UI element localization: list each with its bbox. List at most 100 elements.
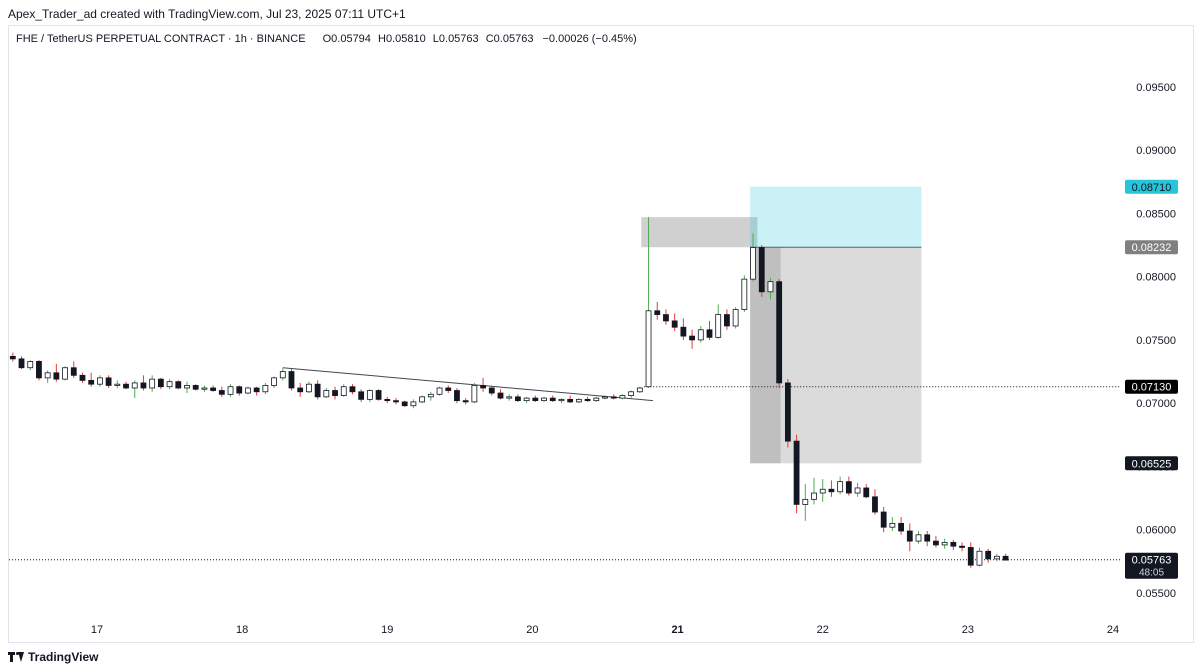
y-tick-label: 0.06000 (1136, 525, 1176, 537)
candle-body (88, 379, 95, 385)
candle-body (480, 385, 486, 389)
candle-body (645, 310, 652, 388)
candle-body (245, 387, 251, 394)
candle-body (332, 390, 338, 396)
close-value: 0.05763 (493, 33, 534, 45)
candle-body (419, 396, 426, 403)
candle-body (915, 534, 922, 542)
candle-body (393, 400, 399, 403)
price-label-tag (1125, 552, 1178, 579)
candle-body (906, 530, 913, 542)
candle-body (18, 358, 25, 369)
y-tick-label: 0.09500 (1136, 82, 1176, 94)
candle-body (175, 381, 182, 389)
candle-body (166, 381, 173, 388)
price-label-tag (1125, 240, 1178, 255)
low-label: L (432, 33, 439, 45)
position-box-1 (750, 186, 922, 248)
candle-body (253, 387, 260, 393)
countdown-label: 48:05 (1139, 568, 1164, 579)
tradingview-logo[interactable]: TradingView (8, 650, 98, 664)
candle-body (854, 487, 861, 494)
candle-body (993, 555, 1000, 560)
candle-body (837, 481, 844, 493)
candle-body (619, 395, 626, 399)
candle-body (706, 329, 713, 338)
price-label-text: 0.07130 (1132, 382, 1172, 394)
candle-body (105, 377, 112, 386)
candle-body (462, 400, 469, 403)
candle-body (819, 488, 826, 494)
candle-body (697, 329, 704, 341)
position-box-3 (750, 247, 781, 464)
y-tick-label: 0.08000 (1136, 272, 1176, 284)
y-tick-label: 0.08500 (1136, 208, 1176, 220)
candle-body (515, 396, 521, 402)
candle-body (349, 386, 356, 393)
high-value: 0.05810 (385, 33, 426, 45)
candle-body (610, 396, 617, 399)
candle-body (123, 383, 129, 389)
candle-body (784, 382, 791, 442)
candle-body (488, 387, 495, 394)
candle-body (880, 511, 887, 528)
candle-body (297, 387, 304, 393)
candle-body (872, 496, 878, 513)
candle-body (828, 488, 835, 493)
candle-body (558, 398, 565, 402)
candle-body (497, 392, 504, 399)
candle-body (201, 387, 208, 390)
candle-body (950, 541, 957, 547)
close-label: C (485, 33, 494, 45)
price-label-text: 0.06525 (1132, 458, 1172, 470)
x-tick-label: 20 (526, 624, 538, 636)
symbol-title[interactable]: FHE / TetherUS PERPETUAL CONTRACT · 1h ·… (16, 33, 306, 45)
candle-body (27, 361, 34, 369)
price-label-tag (1125, 456, 1178, 471)
candle-body (654, 310, 661, 315)
candle-body (149, 378, 156, 389)
candle-body (889, 523, 896, 528)
candle-body (210, 387, 217, 391)
x-tick-label: 22 (817, 624, 829, 636)
chart-frame (8, 25, 1194, 643)
x-tick-label: 21 (671, 624, 683, 636)
candle-body (575, 398, 582, 403)
candle-body (410, 401, 417, 407)
candle-body (306, 383, 312, 393)
candle-body (741, 278, 748, 310)
candle-body (218, 390, 225, 395)
tradingview-icon (8, 652, 24, 662)
candle-body (375, 390, 382, 400)
x-tick-label: 23 (962, 624, 974, 636)
candle-body (70, 367, 77, 376)
candle-body (262, 385, 269, 393)
candle-body (863, 487, 870, 498)
trendline (282, 367, 653, 402)
candle-body (53, 372, 60, 380)
candle-body (628, 391, 635, 396)
candle-body (384, 398, 391, 402)
candle-body (140, 382, 147, 389)
candle-body (811, 492, 817, 500)
candle-body (288, 371, 295, 389)
candle-body (898, 523, 904, 532)
candle-body (192, 385, 199, 390)
candle-body (227, 386, 234, 395)
candle-body (793, 440, 800, 505)
candle-body (959, 545, 965, 548)
x-tick-label: 17 (91, 624, 103, 636)
candle-body (506, 396, 513, 399)
candle-body (114, 383, 121, 386)
candle-body (767, 281, 774, 293)
candle-body (985, 550, 992, 560)
candle-body (236, 386, 243, 394)
candle-body (184, 385, 190, 389)
candle-body (671, 320, 678, 328)
x-tick-label: 24 (1107, 624, 1119, 636)
candle-body (36, 361, 42, 379)
candle-body (967, 547, 974, 566)
candle-body (732, 309, 739, 327)
candle-body (62, 367, 68, 380)
